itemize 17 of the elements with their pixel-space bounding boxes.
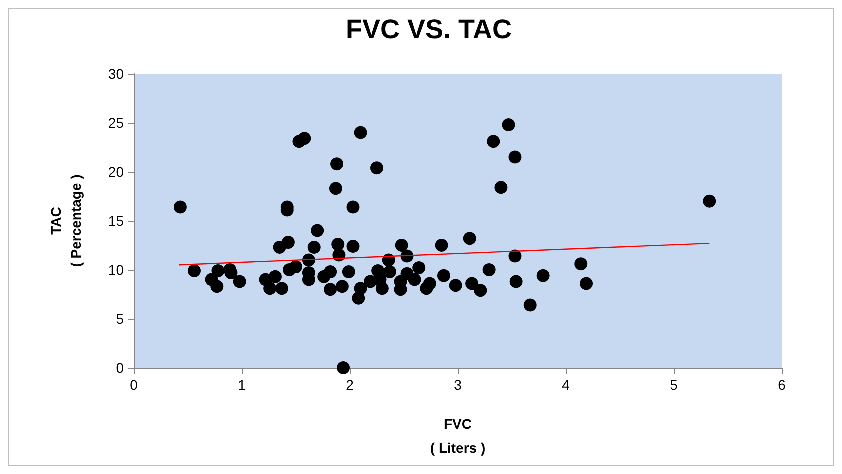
y-tick-label: 25 bbox=[108, 115, 124, 131]
x-tick-label: 6 bbox=[778, 377, 786, 393]
x-tick-label: 4 bbox=[562, 377, 570, 393]
x-tick-label: 3 bbox=[454, 377, 462, 393]
y-tick-label: 20 bbox=[108, 164, 124, 180]
x-tick-label: 2 bbox=[346, 377, 354, 393]
x-tick-label: 0 bbox=[130, 377, 138, 393]
y-tick-label: 5 bbox=[116, 311, 124, 327]
x-tick-label: 5 bbox=[670, 377, 678, 393]
y-axis-title: TAC ( Percentage ) bbox=[48, 174, 84, 268]
y-tick-label: 15 bbox=[108, 213, 124, 229]
x-tick-label: 1 bbox=[238, 377, 246, 393]
x-axis-title: FVC ( Liters ) bbox=[430, 416, 486, 456]
y-tick-label: 0 bbox=[116, 360, 124, 376]
y-tick-label: 10 bbox=[108, 262, 124, 278]
chart-title: FVC VS. TAC bbox=[346, 14, 512, 44]
y-tick-label: 30 bbox=[108, 66, 124, 82]
